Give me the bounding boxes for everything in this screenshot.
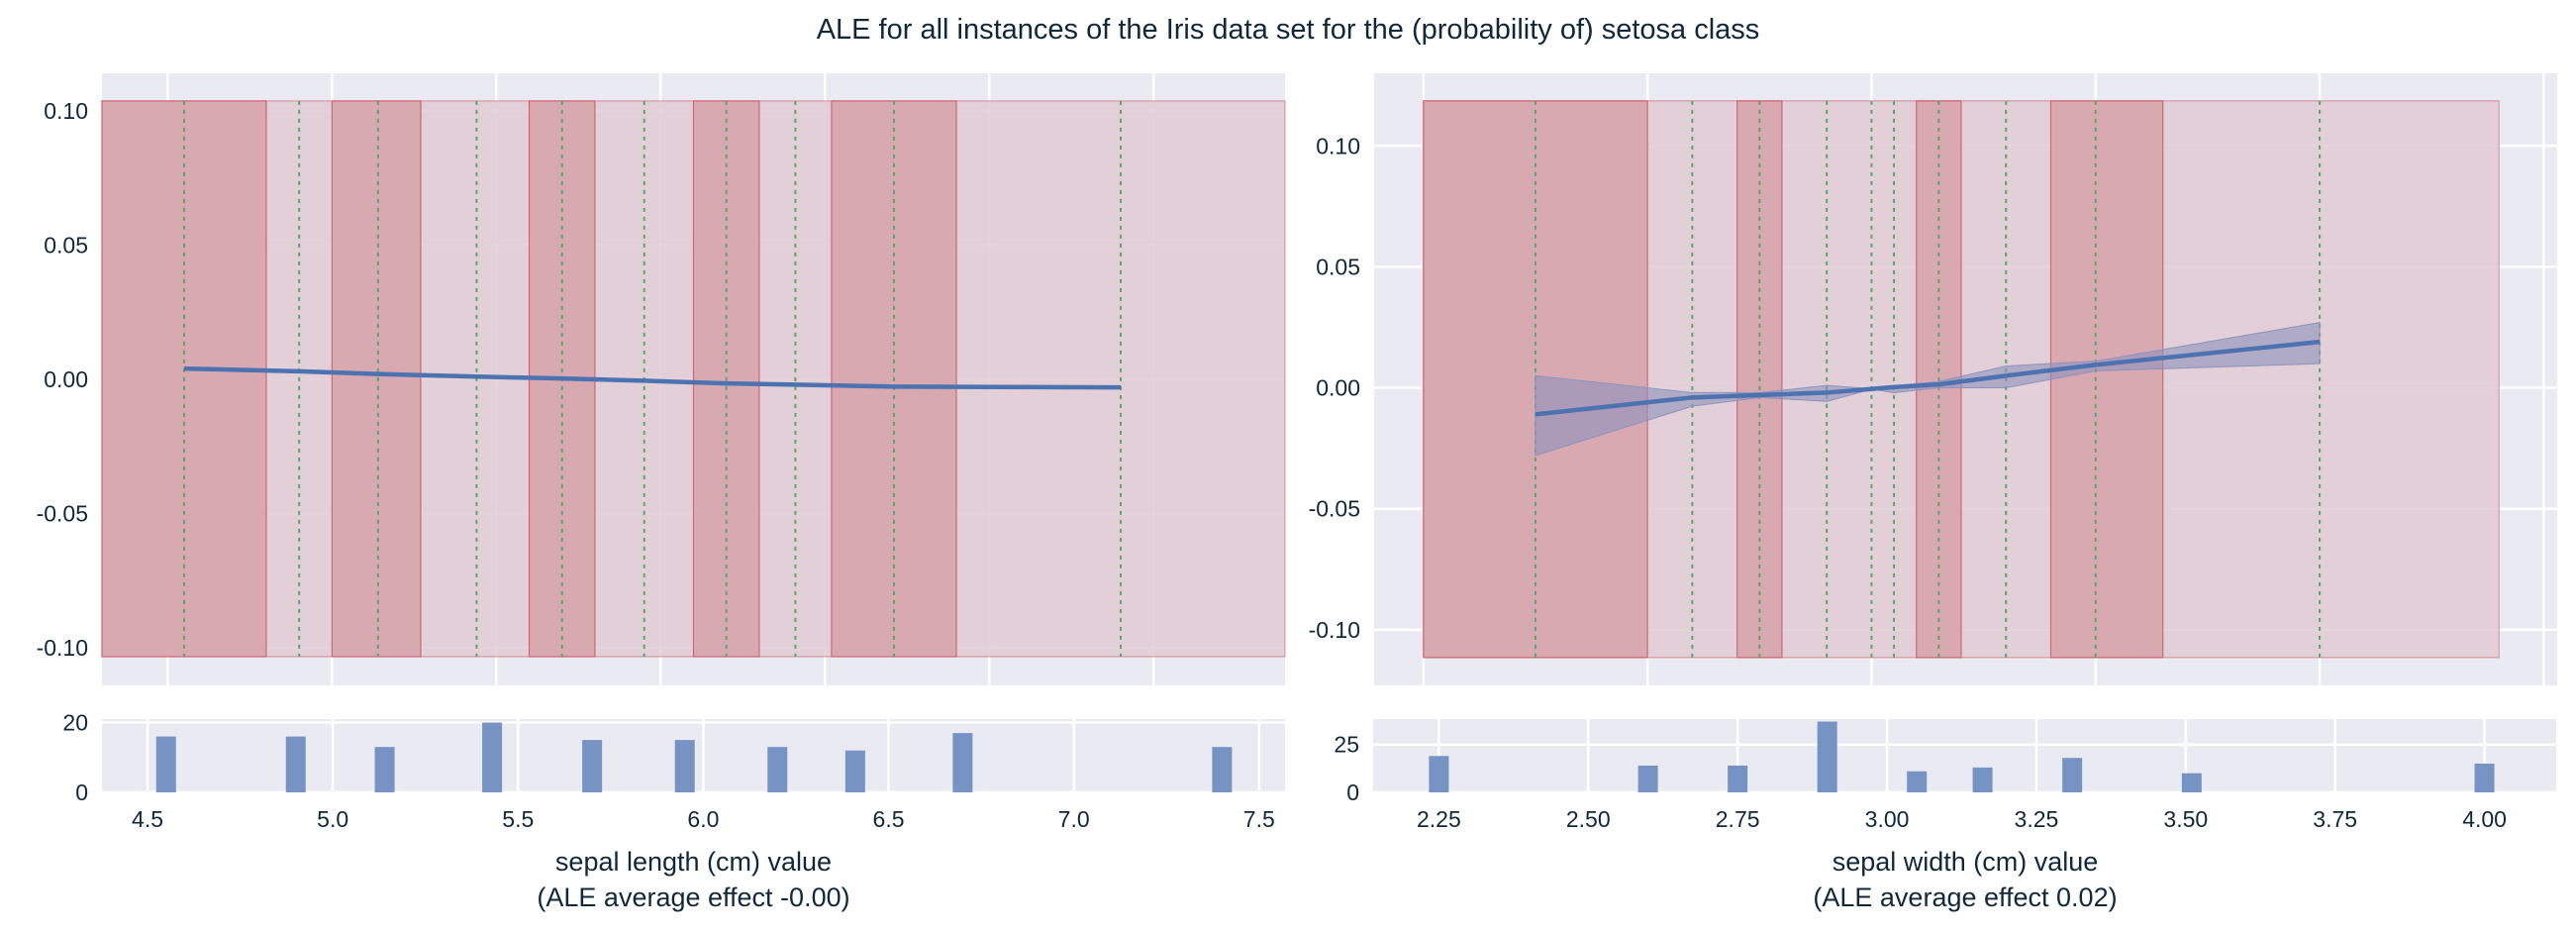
y-tick-label: -0.05 — [1309, 496, 1360, 522]
ale-average-effect-label: (ALE average effect -0.00) — [537, 883, 850, 912]
x-tick-label: 3.00 — [1865, 806, 1910, 832]
sepal-length-ale-axes: 0.10 0.05 0.00 -0.05 -0.10 — [37, 73, 1286, 685]
confidence-band — [1535, 322, 2321, 457]
histogram-bar — [1212, 747, 1233, 792]
y-tick-label: -0.10 — [37, 635, 88, 661]
histogram-bar — [674, 740, 695, 792]
bin-region-dark — [331, 100, 422, 658]
figure-title: ALE for all instances of the Iris data s… — [816, 14, 1760, 46]
sepal-width-ale-axes: 0.10 0.05 0.00 -0.05 -0.10 — [1309, 73, 2557, 685]
y-tick-label: 25 — [1334, 732, 1359, 758]
y-tick-label: -0.05 — [37, 501, 88, 527]
histogram-bar — [767, 747, 788, 792]
x-tick-label: 6.0 — [687, 806, 719, 832]
x-tick-label: 3.75 — [2313, 806, 2357, 832]
sepal-length-histogram-axes: 0 20 4.5 5.0 5.5 6.0 6.5 7.0 7.5 — [62, 710, 1285, 832]
histogram-bar — [844, 750, 865, 792]
x-axis-label-text: sepal length (cm) value — [554, 847, 833, 877]
histogram-bar — [1728, 765, 1748, 792]
y-tick-label: 0.00 — [1316, 375, 1360, 401]
x-tick-label: 4.00 — [2462, 806, 2507, 832]
sepal-width-histogram-axes: 0 25 2.25 2.50 2.75 3.00 3.25 3.50 3.75 4.00 — [1334, 719, 2556, 832]
histogram-bar — [2474, 764, 2495, 792]
x-tick-label: 7.5 — [1243, 806, 1275, 832]
y-tick-label: 0.05 — [1316, 254, 1360, 279]
x-axis-label-text: sepal width (cm) value — [1832, 847, 2099, 877]
x-tick-label: 2.25 — [1417, 806, 1461, 832]
histogram-bar — [1817, 721, 1837, 792]
x-axis-label-sepal-width: sepal width (cm) value (ALE average effe… — [1373, 844, 2557, 915]
x-tick-label: 7.0 — [1058, 806, 1090, 832]
x-tick-label: 3.25 — [2015, 806, 2059, 832]
y-tick-label: 0.05 — [44, 232, 88, 258]
histogram-bar — [1637, 765, 1658, 792]
histogram-bar — [2062, 758, 2083, 792]
x-tick-label: 5.5 — [502, 806, 534, 832]
histogram-bar — [374, 747, 395, 792]
histogram-bar — [2181, 773, 2202, 792]
plot-background — [1373, 719, 2556, 792]
y-tick-label: 0.10 — [44, 98, 88, 124]
ale-line — [1535, 339, 2321, 417]
x-axis-label-sepal-length: sepal length (cm) value (ALE average eff… — [102, 844, 1285, 915]
x-tick-label: 3.50 — [2163, 806, 2208, 832]
ale-average-effect-label: (ALE average effect 0.02) — [1813, 883, 2118, 912]
histogram-bar — [1907, 771, 1928, 792]
x-tick-label: 4.5 — [132, 806, 163, 832]
y-tick-label: 0 — [75, 779, 88, 805]
x-tick-label: 6.5 — [873, 806, 905, 832]
y-tick-label: 0.00 — [44, 366, 88, 392]
histogram-bar — [952, 733, 973, 792]
x-tick-label: 2.50 — [1566, 806, 1611, 832]
y-tick-label: 0.10 — [1316, 133, 1360, 158]
x-tick-label: 5.0 — [317, 806, 348, 832]
ale-line — [183, 365, 1122, 390]
y-tick-label: -0.10 — [1309, 617, 1360, 643]
histogram-bar — [1972, 767, 1993, 792]
y-tick-label: 0 — [1346, 779, 1359, 805]
histogram-bar — [1429, 756, 1449, 792]
bin-region-dark — [2049, 100, 2164, 659]
x-tick-label: 2.75 — [1716, 806, 1760, 832]
histogram-bar — [582, 740, 603, 792]
histogram-bar — [155, 736, 176, 792]
y-tick-label: 20 — [62, 710, 88, 736]
histogram-bar — [285, 736, 306, 792]
histogram-bar — [482, 722, 503, 792]
